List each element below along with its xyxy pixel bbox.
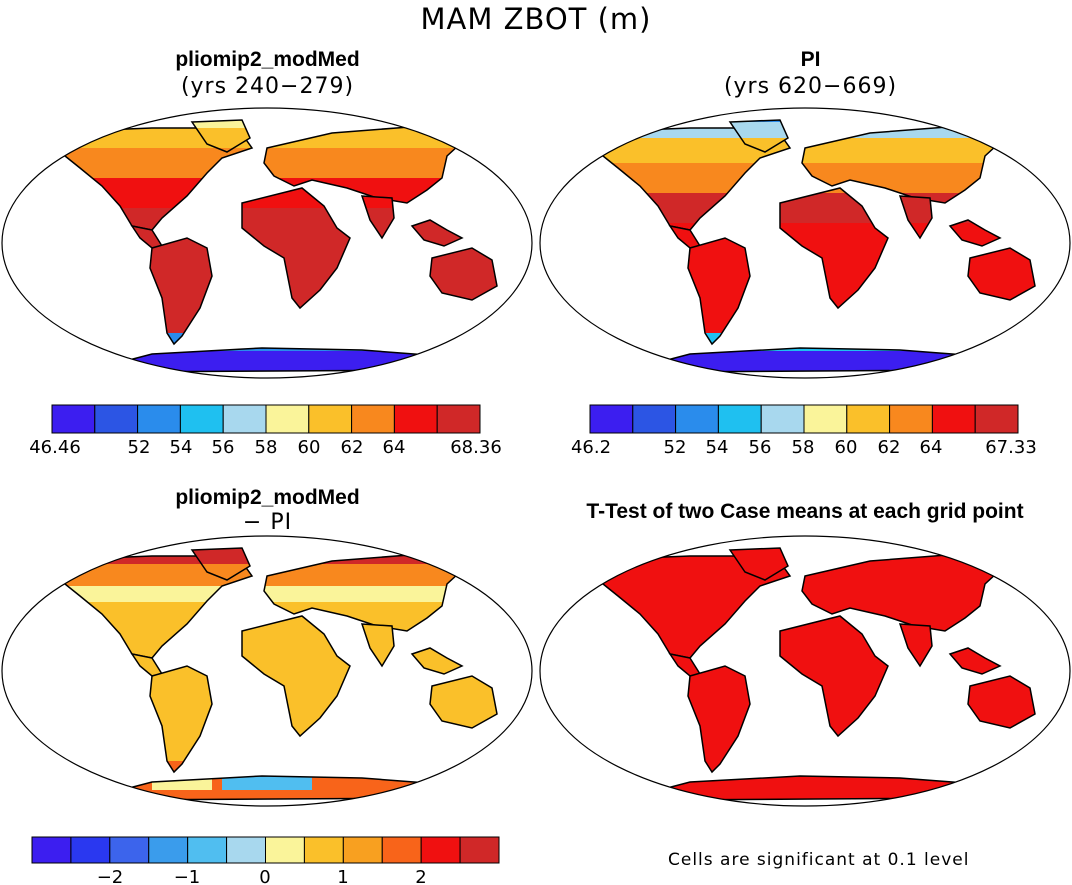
colorbar-swatch bbox=[459, 836, 500, 864]
colorbar-swatch bbox=[381, 836, 422, 864]
colorbar-tick-label: 56 bbox=[212, 437, 235, 458]
colorbar-swatch bbox=[436, 404, 481, 434]
colorbar-swatch bbox=[179, 404, 224, 434]
panel-1-map bbox=[1, 107, 533, 379]
colorbar-tick-label: 46.2 bbox=[571, 437, 611, 458]
colorbar-swatch bbox=[137, 404, 181, 434]
colorbar-swatch bbox=[187, 836, 228, 864]
colorbar-swatch bbox=[931, 404, 976, 434]
colorbar-swatch bbox=[109, 836, 150, 864]
colorbar-swatch bbox=[148, 836, 189, 864]
colorbar-tick-label: 1 bbox=[337, 867, 348, 885]
colorbar-swatch bbox=[675, 404, 719, 434]
colorbar-tick-label: 0 bbox=[259, 867, 270, 885]
colorbar-tick-label: 52 bbox=[128, 437, 151, 458]
colorbar-swatch bbox=[31, 836, 72, 864]
panel-4-map bbox=[539, 535, 1071, 807]
colorbar-swatch bbox=[420, 836, 461, 864]
figure-title: MAM ZBOT (m) bbox=[420, 2, 652, 36]
colorbar-tick-label: 56 bbox=[749, 437, 772, 458]
colorbar-swatch bbox=[846, 404, 891, 434]
colorbar-swatch bbox=[303, 836, 344, 864]
colorbar-swatch bbox=[226, 836, 266, 864]
colorbar-swatch bbox=[632, 404, 677, 434]
significance-note: Cells are significant at 0.1 level bbox=[668, 850, 970, 870]
colorbar-tick-label: 62 bbox=[878, 437, 901, 458]
panel-3-subtitle: − PI bbox=[242, 510, 293, 535]
panel-2-map bbox=[539, 107, 1071, 379]
colorbar-tick-label: 64 bbox=[920, 437, 943, 458]
colorbar-swatch bbox=[717, 404, 762, 434]
colorbar-tick-label: 2 bbox=[415, 867, 426, 885]
colorbar-swatch bbox=[889, 404, 933, 434]
colorbar-tick-label: 52 bbox=[664, 437, 687, 458]
panel-3-map bbox=[1, 535, 533, 807]
colorbar-swatch bbox=[222, 404, 267, 434]
colorbar-swatch bbox=[265, 836, 305, 864]
colorbar-tick-label: 67.33 bbox=[985, 437, 1037, 458]
colorbar-panel-2: 46.2 52 54 56 58 60 62 64 67.33 bbox=[571, 404, 1037, 458]
colorbar-panel-1: 46.46 52 54 56 58 60 62 64 68.36 bbox=[29, 404, 502, 458]
colorbar-swatch bbox=[589, 404, 634, 434]
panel-4-title: T-Test of two Case means at each grid po… bbox=[586, 500, 1024, 523]
panel-1-title: pliomip2_modMed bbox=[175, 48, 360, 71]
panel-3-title: pliomip2_modMed bbox=[175, 486, 360, 509]
colorbar-panel-3: −2 −1 0 1 2 bbox=[31, 836, 500, 885]
colorbar-swatch bbox=[94, 404, 139, 434]
colorbar-tick-label: −2 bbox=[97, 867, 124, 885]
panel-1-subtitle: (yrs 240−279) bbox=[180, 74, 355, 99]
panel-2-subtitle: (yrs 620−669) bbox=[723, 74, 898, 99]
colorbar-swatch bbox=[51, 404, 96, 434]
colorbar-swatch bbox=[760, 404, 805, 434]
colorbar-swatch bbox=[308, 404, 353, 434]
colorbar-tick-label: 54 bbox=[170, 437, 193, 458]
colorbar-tick-label: 62 bbox=[341, 437, 364, 458]
colorbar-tick-label: 58 bbox=[255, 437, 278, 458]
colorbar-tick-label: 64 bbox=[383, 437, 406, 458]
colorbar-tick-label: 60 bbox=[835, 437, 858, 458]
colorbar-tick-label: 58 bbox=[792, 437, 815, 458]
colorbar-tick-label: 46.46 bbox=[29, 437, 81, 458]
colorbar-swatch bbox=[342, 836, 383, 864]
colorbar-swatch bbox=[974, 404, 1019, 434]
colorbar-swatch bbox=[265, 404, 310, 434]
colorbar-tick-label: 54 bbox=[706, 437, 729, 458]
colorbar-tick-label: 60 bbox=[298, 437, 321, 458]
colorbar-swatch bbox=[803, 404, 848, 434]
panel-2-title: PI bbox=[800, 48, 821, 71]
colorbar-tick-label: 68.36 bbox=[450, 437, 502, 458]
colorbar-swatch bbox=[351, 404, 395, 434]
colorbar-tick-label: −1 bbox=[174, 867, 201, 885]
colorbar-swatch bbox=[70, 836, 111, 864]
colorbar-swatch bbox=[393, 404, 438, 434]
